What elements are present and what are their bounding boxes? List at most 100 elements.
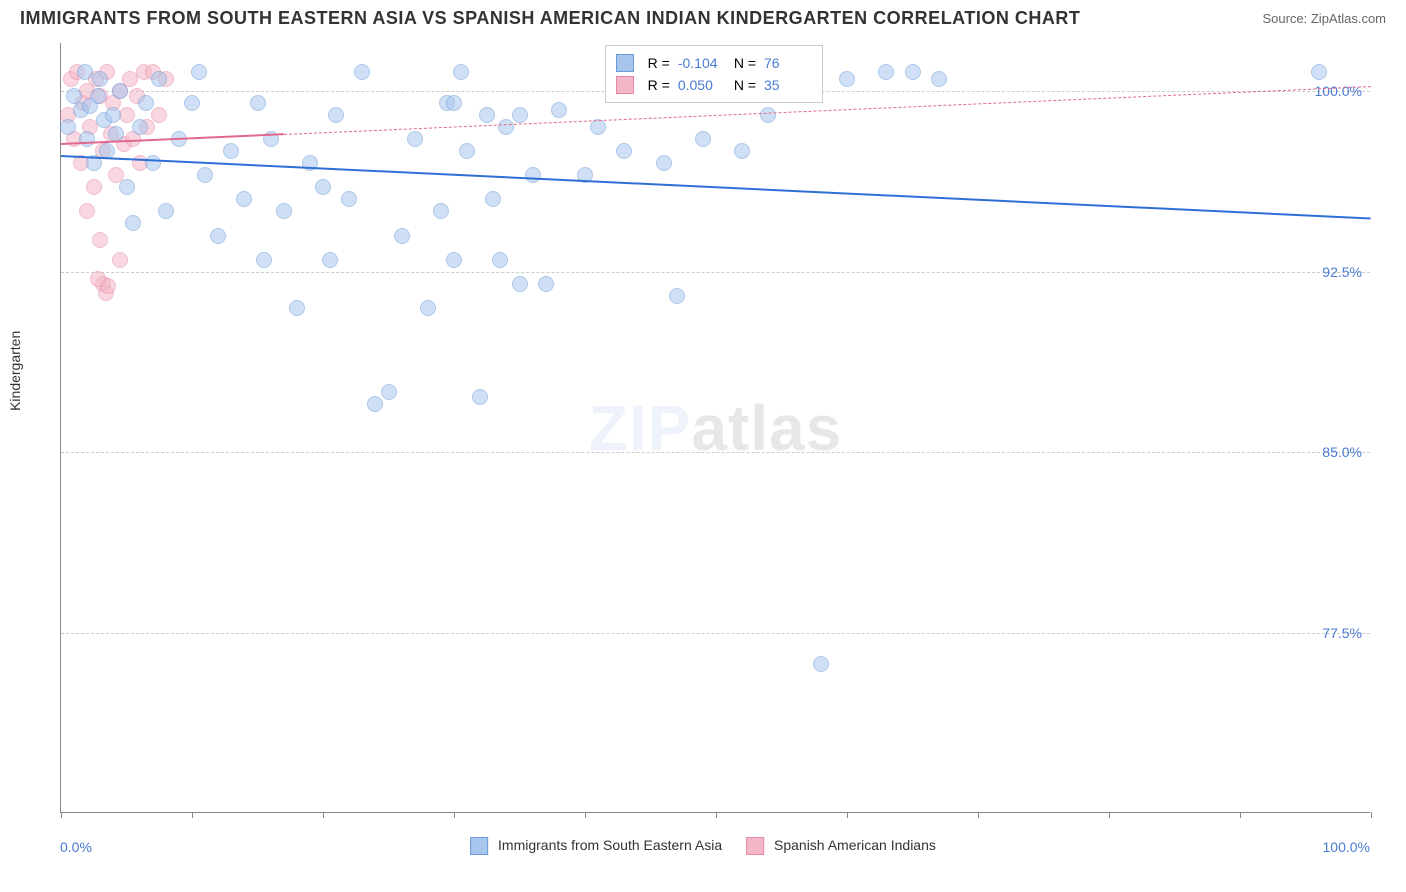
data-point: [367, 396, 383, 412]
data-point: [472, 389, 488, 405]
x-tick: [978, 812, 979, 818]
y-tick-label: 92.5%: [1322, 264, 1362, 280]
data-point: [112, 252, 128, 268]
data-point: [538, 276, 554, 292]
x-tick: [323, 812, 324, 818]
data-point: [498, 119, 514, 135]
gridline: [61, 452, 1370, 453]
chart-title: IMMIGRANTS FROM SOUTH EASTERN ASIA VS SP…: [20, 8, 1080, 29]
data-point: [119, 179, 135, 195]
legend-label-a: Immigrants from South Eastern Asia: [498, 837, 722, 853]
x-tick: [192, 812, 193, 818]
data-point: [184, 95, 200, 111]
x-tick: [454, 812, 455, 818]
data-point: [86, 179, 102, 195]
x-tick: [1109, 812, 1110, 818]
data-point: [112, 83, 128, 99]
data-point: [453, 64, 469, 80]
stats-row-b: R = 0.050N = 35: [616, 74, 812, 96]
data-point: [459, 143, 475, 159]
stats-r-a: -0.104: [678, 52, 726, 74]
data-point: [433, 203, 449, 219]
stats-row-a: R = -0.104N = 76: [616, 52, 812, 74]
data-point: [420, 300, 436, 316]
chart-container: Kindergarten ZIPatlas 77.5%85.0%92.5%100…: [20, 33, 1386, 853]
data-point: [132, 119, 148, 135]
data-point: [931, 71, 947, 87]
data-point: [250, 95, 266, 111]
data-point: [341, 191, 357, 207]
data-point: [197, 167, 213, 183]
stats-swatch-a: [616, 54, 634, 72]
data-point: [92, 232, 108, 248]
data-point: [878, 64, 894, 80]
data-point: [289, 300, 305, 316]
data-point: [105, 107, 121, 123]
data-point: [734, 143, 750, 159]
data-point: [79, 203, 95, 219]
data-point: [616, 143, 632, 159]
data-point: [512, 107, 528, 123]
stats-n-a: 76: [764, 52, 812, 74]
source-label: Source: ZipAtlas.com: [1262, 11, 1386, 26]
plot-area: ZIPatlas 77.5%85.0%92.5%100.0%R = -0.104…: [60, 43, 1370, 813]
data-point: [354, 64, 370, 80]
trend-line: [61, 155, 1371, 220]
data-point: [492, 252, 508, 268]
data-point: [813, 656, 829, 672]
data-point: [210, 228, 226, 244]
gridline: [61, 633, 1370, 634]
x-tick: [716, 812, 717, 818]
data-point: [77, 64, 93, 80]
data-point: [276, 203, 292, 219]
x-tick: [847, 812, 848, 818]
stats-r-b: 0.050: [678, 74, 726, 96]
data-point: [551, 102, 567, 118]
data-point: [479, 107, 495, 123]
data-point: [328, 107, 344, 123]
data-point: [446, 95, 462, 111]
data-point: [525, 167, 541, 183]
data-point: [138, 95, 154, 111]
data-point: [669, 288, 685, 304]
data-point: [151, 71, 167, 87]
data-point: [90, 271, 106, 287]
legend-label-b: Spanish American Indians: [774, 837, 936, 853]
data-point: [125, 215, 141, 231]
x-tick: [61, 812, 62, 818]
data-point: [1311, 64, 1327, 80]
y-tick-label: 100.0%: [1315, 83, 1362, 99]
data-point: [145, 155, 161, 171]
legend-item-a: Immigrants from South Eastern Asia: [470, 837, 722, 855]
data-point: [839, 71, 855, 87]
y-tick-label: 77.5%: [1322, 625, 1362, 641]
x-axis-min-label: 0.0%: [60, 839, 92, 855]
data-point: [92, 71, 108, 87]
data-point: [760, 107, 776, 123]
data-point: [79, 131, 95, 147]
data-point: [158, 203, 174, 219]
data-point: [590, 119, 606, 135]
data-point: [90, 88, 106, 104]
legend-item-b: Spanish American Indians: [746, 837, 936, 855]
x-tick: [1371, 812, 1372, 818]
data-point: [381, 384, 397, 400]
data-point: [905, 64, 921, 80]
data-point: [315, 179, 331, 195]
x-tick: [585, 812, 586, 818]
data-point: [446, 252, 462, 268]
data-point: [60, 119, 76, 135]
legend-swatch-b: [746, 837, 764, 855]
data-point: [191, 64, 207, 80]
data-point: [695, 131, 711, 147]
gridline: [61, 272, 1370, 273]
data-point: [394, 228, 410, 244]
data-point: [322, 252, 338, 268]
bottom-legend: Immigrants from South Eastern Asia Spani…: [470, 837, 936, 855]
data-point: [151, 107, 167, 123]
stats-swatch-b: [616, 76, 634, 94]
y-tick-label: 85.0%: [1322, 444, 1362, 460]
data-point: [512, 276, 528, 292]
stats-box: R = -0.104N = 76R = 0.050N = 35: [605, 45, 823, 103]
data-point: [236, 191, 252, 207]
